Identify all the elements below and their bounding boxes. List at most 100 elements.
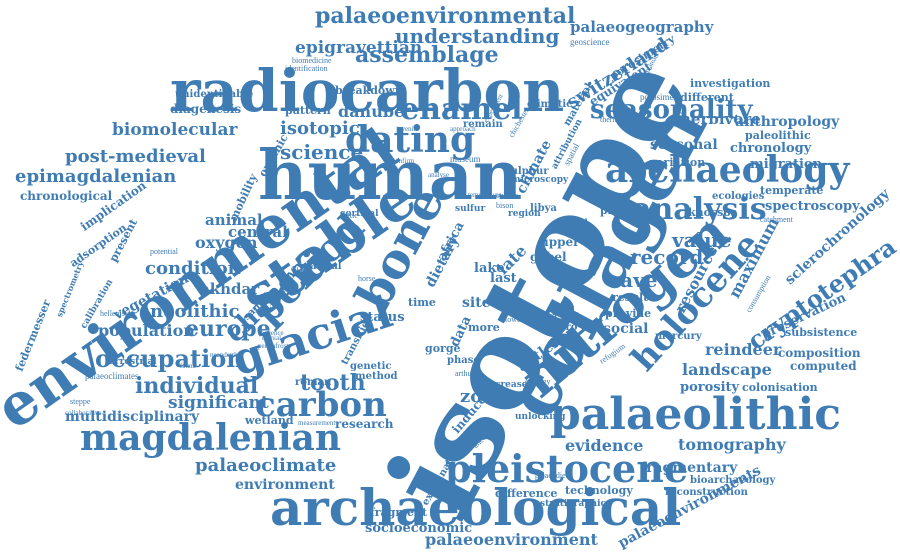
cloud-word: technology [565, 484, 633, 497]
cloud-word: investigation [690, 77, 771, 90]
cloud-word: micro [545, 322, 578, 333]
cloud-word: sulfur [455, 204, 486, 214]
cloud-word: palaeoenvironmental [315, 3, 576, 29]
cloud-word: spectrometry [53, 259, 86, 319]
cloud-word: population [98, 321, 195, 340]
cloud-word: occupation [95, 344, 244, 373]
cloud-word: thermophilic [600, 115, 641, 124]
cloud-word: palaeoclimates [85, 371, 139, 381]
cloud-word: faunal [306, 261, 342, 272]
cloud-word: porosimetry [640, 92, 684, 102]
cloud-word: cultural [552, 217, 588, 227]
cloud-word: site [462, 295, 491, 311]
cloud-word: cortical [340, 209, 379, 219]
cloud-word: pattern [285, 104, 331, 117]
cloud-word: record [630, 245, 704, 269]
cloud-word: social [603, 321, 649, 337]
cloud-word: condition [145, 258, 241, 279]
cloud-word: steppe [70, 397, 91, 406]
cloud-word: analysis [632, 192, 767, 227]
cloud-word: difference [495, 487, 558, 500]
cloud-word: method [355, 371, 398, 382]
cloud-word: reconstruction [665, 487, 748, 498]
cloud-word: variation [650, 156, 706, 169]
cloud-word: identification [285, 64, 328, 73]
cloud-word: hellenistic [100, 309, 133, 318]
cloud-word: chronology [730, 141, 812, 156]
cloud-word: tomography [678, 435, 786, 454]
cloud-word: increase [485, 380, 528, 390]
cloud-word: collaborative [65, 409, 102, 417]
cloud-word: gebel [530, 250, 567, 264]
cloud-word: evidence [565, 436, 644, 455]
cloud-word: sequence [258, 329, 284, 337]
cloud-word: paleolithic [745, 129, 811, 142]
cloud-word: epimagdalenian [15, 166, 177, 187]
cloud-word: magdalenian [80, 417, 342, 459]
cloud-word: mercury [655, 331, 702, 342]
cloud-word: approach [450, 125, 476, 133]
cloud-word: reindeer [705, 340, 782, 359]
cloud-word: seasonal [650, 137, 718, 153]
cloud-word: science [280, 140, 364, 164]
cloud-word: kettle [340, 211, 358, 220]
cloud-word: libya [530, 203, 557, 214]
cloud-word: akhdar [200, 280, 260, 298]
cloud-word: pleistocene [445, 446, 689, 491]
cloud-word: palaeoclimate [195, 455, 337, 476]
cloud-word: migration [750, 157, 823, 172]
cloud-word: enamel [400, 92, 523, 127]
cloud-word: fauna [180, 362, 196, 370]
cloud-word: cranial [262, 334, 282, 342]
cloud-word: studies [496, 191, 519, 200]
cloud-word: landscape [682, 360, 772, 379]
cloud-word: assemblage [355, 42, 499, 68]
cloud-word: microscopy [511, 175, 569, 185]
cloud-word: danube [338, 102, 405, 121]
cloud-word: unidentifiable [175, 89, 254, 100]
cloud-word: museum [450, 154, 481, 164]
cloud-word: stage [552, 310, 580, 320]
cloud-word: climatic [527, 99, 573, 110]
cloud-word: time [408, 296, 436, 309]
cloud-word: central [228, 223, 288, 241]
cloud-word: arthur [455, 369, 475, 378]
cloud-word: measurement [298, 419, 336, 427]
cloud-word: presence [600, 204, 656, 217]
cloud-word: significant [168, 393, 269, 413]
cloud-word: archaeological [270, 478, 682, 537]
cloud-word: oxygen [195, 233, 258, 252]
cloud-word: individual [135, 373, 259, 399]
cloud-word: seasonality [590, 95, 753, 125]
cloud-word: biomolecular [112, 120, 238, 140]
cloud-word: research [335, 417, 394, 431]
cloud-word: confirm [392, 157, 415, 165]
cloud-word: computed [790, 359, 857, 373]
cloud-word: ecology [525, 377, 551, 386]
cloud-word: neanderthal [210, 351, 243, 359]
cloud-word: multidisciplinary [65, 409, 200, 425]
cloud-word: sulphur [505, 166, 549, 177]
cloud-word: animal [205, 211, 263, 229]
cloud-word: remain [463, 119, 503, 130]
cloud-word: breakdown [335, 84, 403, 97]
cloud-word: epigravettian [295, 38, 423, 58]
cloud-word: subsistence [785, 326, 858, 339]
cloud-word: genetic [350, 361, 392, 372]
cloud-word: fragment [370, 506, 428, 519]
cloud-word: stratigraphic [540, 499, 606, 509]
cloud-word: dating [345, 119, 476, 161]
cloud-word: isotopic [280, 118, 360, 139]
cloud-word: palaeolithic [550, 389, 842, 440]
cloud-word: lower [505, 315, 524, 324]
cloud-word: roman [295, 377, 332, 388]
cloud-word: unlocking [515, 412, 566, 422]
cloud-word: chronological [20, 189, 113, 203]
cloud-word: neolithic [150, 301, 240, 322]
cloud-word: more [468, 321, 500, 334]
cloud-word: palaeogeography [570, 18, 714, 36]
cloud-word: status [360, 310, 405, 325]
cloud-word: anthropology [735, 114, 840, 130]
cloud-word: gorge [425, 342, 461, 355]
